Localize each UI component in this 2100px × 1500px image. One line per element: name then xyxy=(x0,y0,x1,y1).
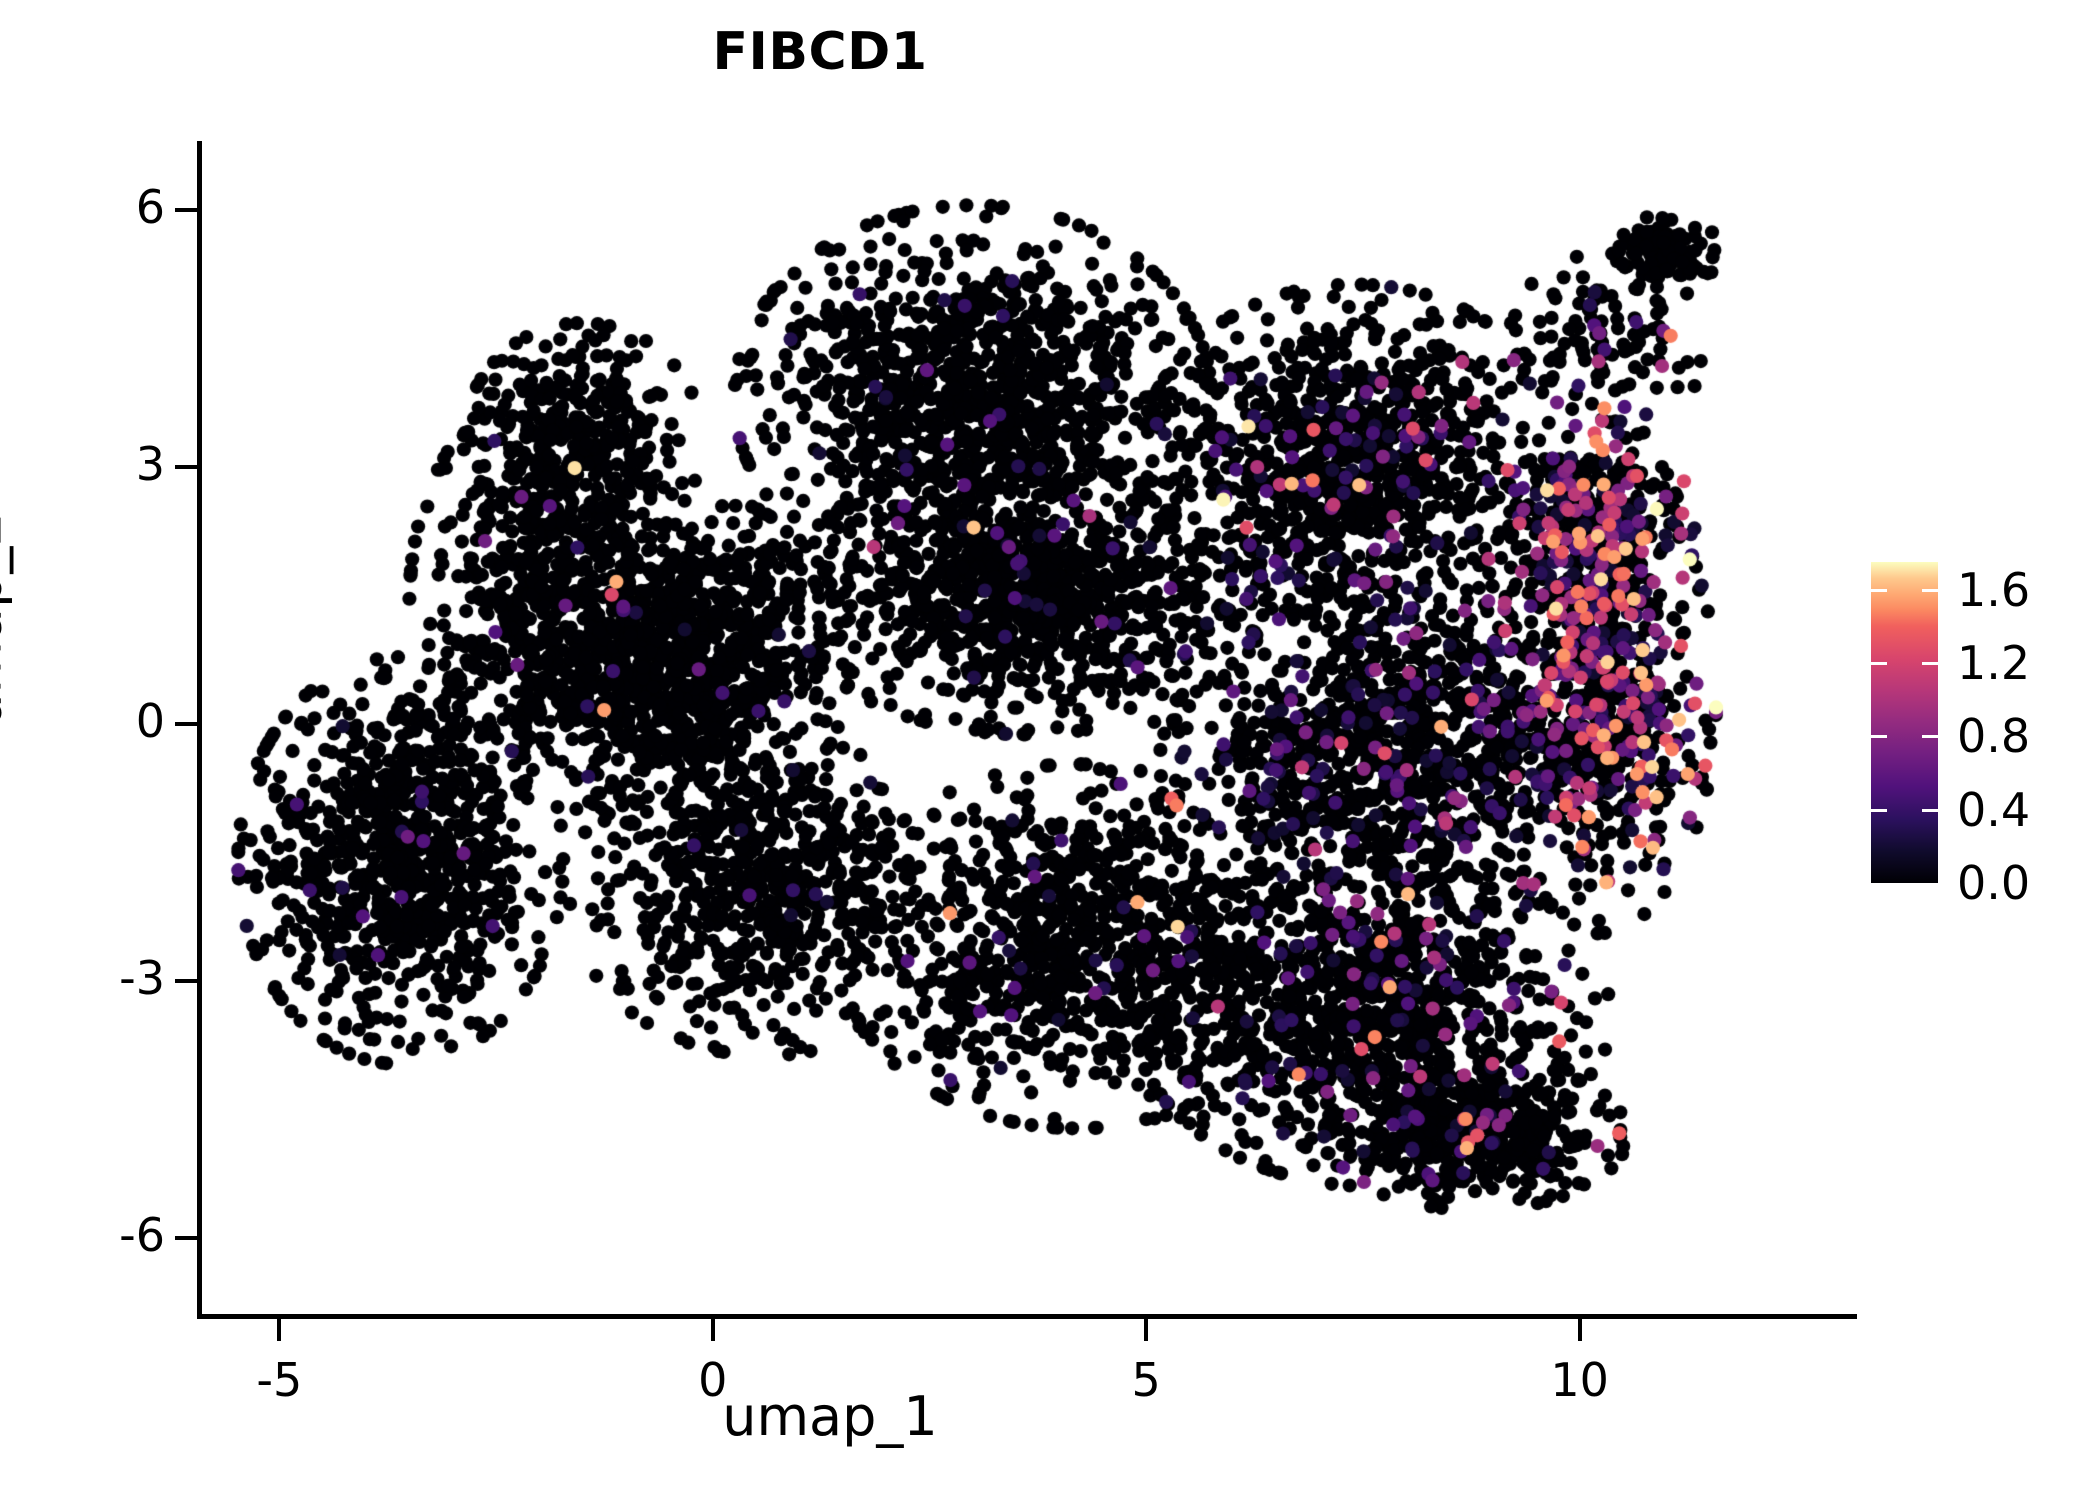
x-tick-label: 5 xyxy=(1131,1353,1161,1407)
y-tick-label: 0 xyxy=(135,693,165,748)
y-tick-mark xyxy=(175,207,197,212)
y-tick-mark xyxy=(175,721,197,726)
colorbar-tick-mark xyxy=(1871,661,1887,665)
x-tick-mark xyxy=(710,1319,715,1341)
y-axis-label: umap_2 xyxy=(0,512,14,728)
y-tick-label: -3 xyxy=(119,950,165,1005)
y-tick-label: -6 xyxy=(119,1207,165,1262)
colorbar-tick-mark xyxy=(1871,735,1887,739)
y-tick-mark xyxy=(175,464,197,469)
page-title: FIBCD1 xyxy=(712,22,928,82)
y-axis-spine xyxy=(197,141,202,1319)
y-tick-mark xyxy=(175,978,197,983)
colorbar-tick-label: 0.8 xyxy=(1957,709,2031,764)
y-tick-mark xyxy=(175,1235,197,1240)
colorbar-tick-mark xyxy=(1922,735,1938,739)
x-tick-mark xyxy=(1144,1319,1149,1341)
colorbar-tick-mark xyxy=(1871,808,1887,812)
colorbar-tick-label: 1.6 xyxy=(1957,562,2031,617)
x-tick-label: -5 xyxy=(256,1353,303,1407)
y-tick-label: 6 xyxy=(135,179,165,234)
x-tick-label: 0 xyxy=(698,1353,728,1407)
x-tick-mark xyxy=(277,1319,282,1341)
y-tick-label: 3 xyxy=(135,436,165,491)
colorbar-tick-label: 1.2 xyxy=(1957,635,2031,690)
colorbar-tick-label: 0.0 xyxy=(1957,856,2031,910)
colorbar-tick-label: 0.4 xyxy=(1957,782,2031,837)
x-tick-label: 10 xyxy=(1550,1353,1609,1407)
x-axis-spine xyxy=(197,1314,1857,1319)
scatter-plot-canvas xyxy=(197,141,1857,1319)
colorbar-tick-mark xyxy=(1871,588,1887,592)
colorbar-tick-mark xyxy=(1922,661,1938,665)
colorbar-tick-mark xyxy=(1922,588,1938,592)
x-tick-mark xyxy=(1577,1319,1582,1341)
axes-frame xyxy=(197,141,1857,1319)
x-axis-label: umap_1 xyxy=(722,1385,938,1448)
colorbar-tick-mark xyxy=(1922,808,1938,812)
colorbar-gradient xyxy=(1871,562,1938,883)
